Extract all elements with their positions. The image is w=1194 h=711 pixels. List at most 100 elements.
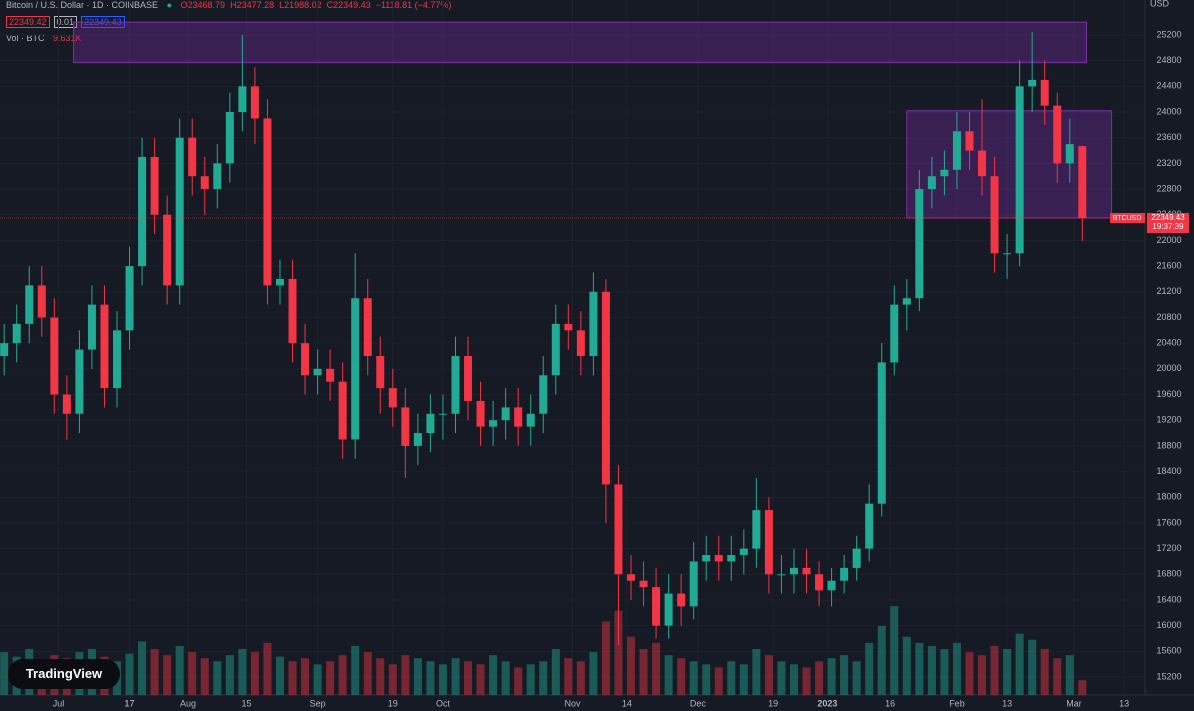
grid	[0, 0, 1145, 695]
volume-bar	[188, 652, 197, 695]
volume-bar	[802, 667, 811, 695]
y-tick-label: 22800	[1156, 183, 1181, 193]
volume-bar	[514, 667, 523, 695]
volume-bar	[301, 658, 310, 695]
candle-body	[87, 304, 96, 350]
x-tick-label: 14	[622, 698, 632, 708]
candle-body	[840, 567, 849, 581]
volume-bar	[551, 649, 560, 695]
volume-value: 9.631K	[53, 33, 82, 43]
candle-body	[915, 189, 924, 299]
volume-bar	[890, 606, 899, 695]
volume-bar	[714, 667, 723, 695]
volume-bar	[388, 664, 397, 695]
volume-bar	[125, 653, 134, 695]
candle-body	[589, 291, 598, 357]
candle-body	[627, 574, 636, 581]
candle-body	[952, 131, 961, 170]
volume-bar	[940, 649, 949, 695]
volume-bar	[576, 661, 585, 695]
x-tick-label: 19	[768, 698, 778, 708]
volume-bar	[150, 649, 159, 695]
x-tick-label: 17	[125, 698, 135, 708]
candle-body	[802, 567, 811, 575]
candle-body	[877, 362, 886, 504]
candle-body	[288, 278, 297, 344]
candle-body	[12, 323, 21, 344]
y-tick-label: 21200	[1156, 286, 1181, 296]
candle-body	[927, 176, 936, 190]
candle-body	[777, 574, 786, 576]
symbol-label: BTCUSD	[1113, 215, 1142, 222]
candle-body	[0, 343, 9, 357]
candle-body	[250, 86, 259, 119]
volume-bar	[827, 658, 836, 695]
volume-bar	[664, 655, 673, 695]
ohlc-item: −1118.81 (−4.77%)	[375, 0, 452, 10]
volume-bar	[965, 652, 974, 695]
y-tick-label: 25200	[1156, 29, 1181, 39]
volume-bar	[426, 661, 435, 695]
y-tick-label: 24800	[1156, 55, 1181, 65]
y-tick-label: 17600	[1156, 517, 1181, 527]
volume-bar	[865, 642, 874, 695]
logo[interactable]: TradingView	[8, 659, 120, 689]
candle-body	[401, 407, 410, 446]
volume-bar	[138, 641, 147, 695]
candle-body	[301, 343, 310, 376]
candle-body	[514, 407, 523, 427]
candle-body	[815, 574, 824, 591]
candle-body	[175, 137, 184, 286]
y-tick-label: 19200	[1156, 415, 1181, 425]
candle-body	[764, 510, 773, 575]
candle-body	[1078, 146, 1087, 219]
volume-title: Vol · BTC	[6, 33, 45, 43]
volume-bar	[0, 652, 9, 695]
volume-bar	[689, 661, 698, 695]
y-tick-label: 18800	[1156, 440, 1181, 450]
x-tick-label: 13	[1002, 698, 1012, 708]
x-tick-label: Mar	[1066, 698, 1082, 708]
volume-bar	[1065, 655, 1074, 695]
x-tick-label: Feb	[949, 698, 965, 708]
candle-body	[576, 330, 585, 357]
volume-bar	[288, 661, 297, 695]
volume-bar	[589, 652, 598, 695]
volume-bar	[1078, 680, 1087, 695]
y-tick-label: 18400	[1156, 466, 1181, 476]
volume-bar	[464, 661, 473, 695]
volume-bar	[476, 664, 485, 695]
candle-body	[1053, 105, 1062, 164]
volume-bar	[351, 645, 360, 695]
candle-body	[464, 356, 473, 401]
ohlc-item: H23477.28	[230, 0, 275, 10]
zone	[906, 110, 1113, 219]
volume-bar	[376, 658, 385, 695]
candle-body	[326, 368, 335, 382]
candle-body	[150, 156, 159, 215]
candle-body	[238, 86, 247, 113]
volume-bar	[727, 661, 736, 695]
volume-bar	[363, 652, 372, 695]
volume-bar	[1028, 639, 1037, 695]
volume-bar	[739, 664, 748, 695]
y-tick-label: 20000	[1156, 363, 1181, 373]
candle-body	[213, 163, 222, 190]
symbol-tag	[1110, 213, 1145, 224]
volume-bar	[338, 655, 347, 695]
candle-body	[852, 548, 861, 568]
x-tick-label: 15	[242, 698, 252, 708]
candle-body	[702, 555, 711, 562]
candle-body	[351, 298, 360, 440]
candle-body	[652, 587, 661, 626]
volume-bar	[627, 636, 636, 695]
volume-bar	[902, 636, 911, 695]
candle-body	[451, 356, 460, 414]
price-tag	[1147, 213, 1189, 234]
y-tick-label: 19600	[1156, 389, 1181, 399]
candle-body	[1028, 79, 1037, 87]
candle-body	[865, 503, 874, 549]
quote-box: 22349.42	[6, 16, 50, 28]
candle-body	[664, 593, 673, 626]
